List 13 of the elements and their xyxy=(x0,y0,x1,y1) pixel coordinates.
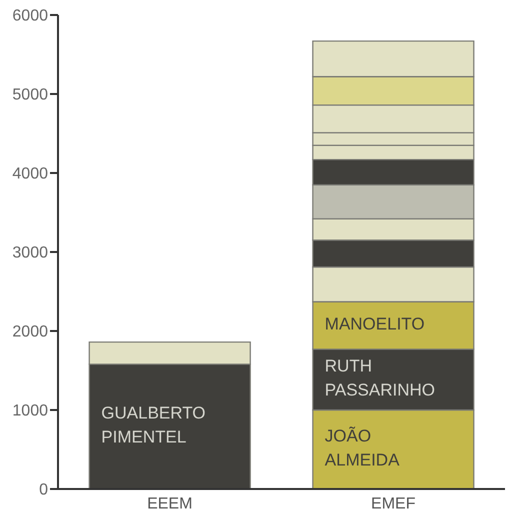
y-tick-label: 0 xyxy=(39,482,48,499)
y-tick-label: 1000 xyxy=(12,402,48,420)
data-label: MANOELITO xyxy=(324,314,425,334)
x-tick-label: EMEF xyxy=(371,495,416,512)
data-label: JOÃO ALMEIDA xyxy=(324,426,400,470)
y-tick-label: 5000 xyxy=(12,86,48,104)
x-tick-label: EEEM xyxy=(147,495,192,512)
data-label: GUALBERTO PIMENTEL xyxy=(101,404,206,448)
y-tick-label: 6000 xyxy=(12,8,48,25)
y-tick-label: 2000 xyxy=(12,324,48,341)
y-tick-label: 3000 xyxy=(12,244,48,262)
data-label: RUTH PASSARINHO xyxy=(324,357,436,400)
y-tick-label: 4000 xyxy=(12,166,48,183)
